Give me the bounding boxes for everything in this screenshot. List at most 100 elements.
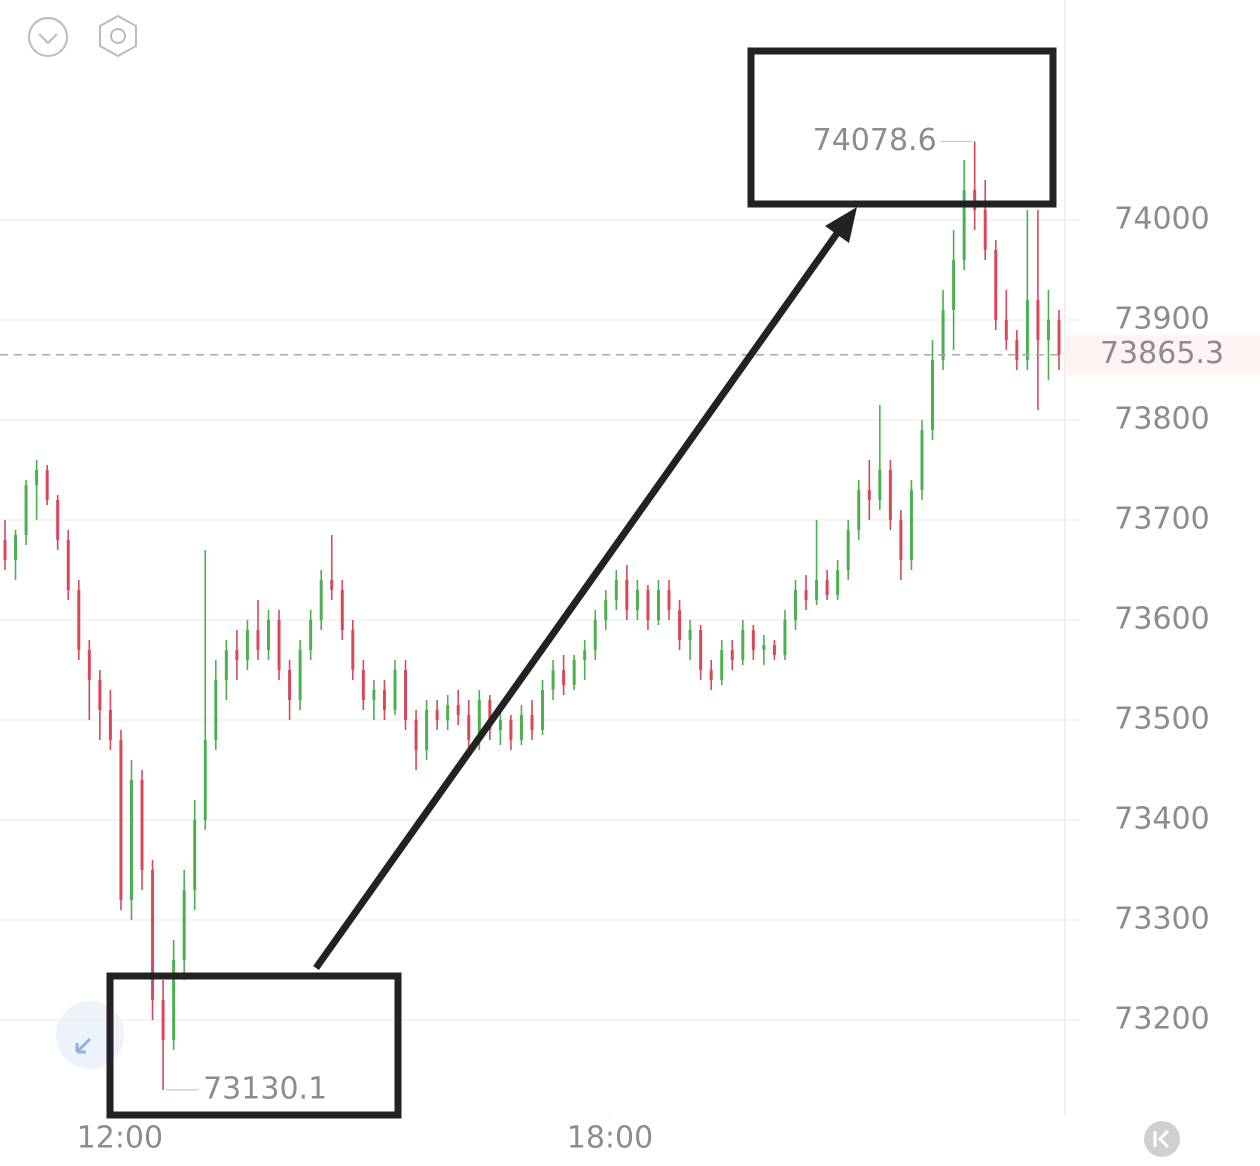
candle-body (804, 590, 808, 600)
candle-body (572, 660, 576, 685)
candle-body (530, 715, 534, 730)
candle-body (3, 540, 7, 560)
candle-body (931, 360, 935, 430)
y-tick-label: 73700 (1114, 502, 1209, 537)
candle-body (551, 670, 555, 690)
candle-body (614, 580, 618, 600)
candle-body (667, 590, 671, 610)
candle-body (319, 580, 323, 620)
candle-body (952, 260, 956, 310)
candle-body (382, 690, 386, 710)
candle-body (541, 690, 545, 730)
candle-body (509, 720, 513, 740)
candle-body (709, 670, 713, 680)
candle-body (593, 620, 597, 650)
candle-body (467, 715, 471, 740)
settings-icon[interactable] (99, 14, 137, 58)
candle-body (277, 620, 281, 670)
candle-body (372, 690, 376, 700)
candle-body (425, 710, 429, 750)
y-tick-label: 73500 (1114, 702, 1209, 737)
candle-body (140, 780, 144, 870)
x-tick-label: 18:00 (567, 1121, 653, 1156)
collapse-icon[interactable] (28, 17, 68, 57)
candle-body (899, 520, 903, 560)
candle-body (846, 530, 850, 570)
candle-body (24, 485, 28, 535)
rewind-icon (1153, 1129, 1170, 1149)
y-tick-label: 73900 (1114, 302, 1209, 337)
candle-body (751, 630, 755, 650)
candle-body (288, 670, 292, 700)
y-tick-label: 73300 (1114, 902, 1209, 937)
candle-body (477, 700, 481, 740)
candle-body (214, 680, 218, 740)
candle-body (656, 590, 660, 620)
candle-body (1015, 340, 1019, 360)
y-tick-label: 73600 (1114, 602, 1209, 637)
candle-body (825, 580, 829, 595)
candle-body (888, 470, 892, 520)
candle-body (699, 630, 703, 670)
candle-body (182, 890, 186, 960)
candle-body (1046, 320, 1050, 340)
candle-body (108, 710, 112, 740)
candle-body (98, 680, 102, 710)
expand-button[interactable] (56, 1001, 124, 1069)
candle-body (635, 590, 639, 610)
candle-body (920, 430, 924, 490)
y-tick-label: 73400 (1114, 802, 1209, 837)
candle-body (393, 670, 397, 710)
candle-body (414, 720, 418, 750)
candle-body (172, 960, 176, 1040)
candle-body (1004, 320, 1008, 340)
highlight-box (106, 972, 402, 1119)
candle-body (14, 535, 18, 560)
candle-body (646, 590, 650, 620)
expand-arrow (75, 1037, 92, 1054)
candle-body (87, 650, 91, 680)
candle-body (35, 470, 39, 485)
candle-body (973, 190, 977, 210)
candle-body (119, 740, 123, 900)
candle-body (1057, 320, 1061, 355)
candle-body (361, 670, 365, 700)
candle-body (909, 490, 913, 560)
candle-body (941, 310, 945, 360)
last-price-label: 73865.3 (1100, 336, 1224, 371)
candle-body (562, 670, 566, 685)
candle-body (456, 705, 460, 715)
candle-body (435, 710, 439, 720)
candle-body (962, 190, 966, 260)
candle-body (583, 650, 587, 660)
settings-icon-center (110, 28, 126, 44)
candle-body (330, 580, 334, 590)
candle-body (351, 630, 355, 670)
candle-body (741, 630, 745, 660)
y-tick-label: 73800 (1114, 402, 1209, 437)
arrow-head (825, 207, 857, 243)
candle-body (1036, 300, 1040, 340)
candle-body (720, 650, 724, 680)
candle-body (66, 540, 70, 590)
highlight-box (747, 47, 1057, 208)
candle-body (878, 470, 882, 500)
candle-body (267, 620, 270, 650)
candle-body (129, 780, 133, 900)
candle-body (151, 870, 155, 1000)
candle-body (224, 650, 228, 680)
candle-body (161, 1000, 165, 1040)
candle-body (772, 645, 776, 655)
candle-body (404, 670, 408, 720)
candle-body (678, 610, 682, 640)
candle-body (193, 820, 197, 890)
candle-body (519, 715, 523, 740)
plot-area: 73200 73300 73400 73500 73600 73700 73800 73900… (0, 123, 1260, 1156)
candle-body (625, 580, 629, 610)
candle-body (298, 650, 302, 700)
candle-body (994, 250, 998, 320)
collapse-chevron (38, 33, 58, 45)
candle-body (983, 210, 987, 250)
low-label: 73130.1 (203, 1071, 327, 1106)
